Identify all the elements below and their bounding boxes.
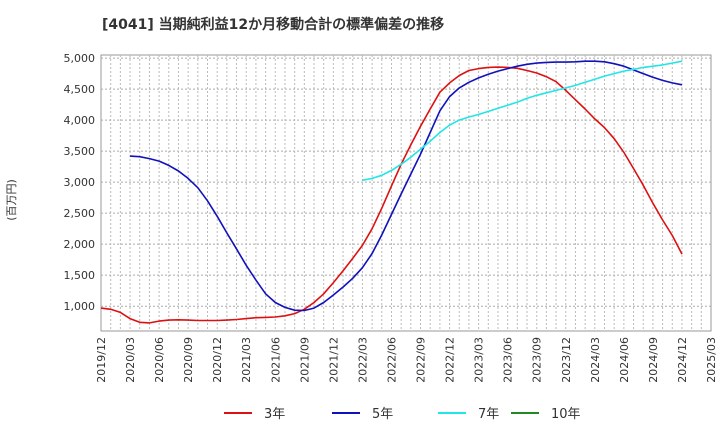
x-tick-label: 2024/12: [676, 337, 689, 383]
series-line-1: [100, 66, 683, 324]
plot-area: [100, 54, 712, 332]
legend-label-4: 10年: [551, 407, 581, 422]
x-tick-label: 2020/12: [211, 337, 224, 383]
y-tick-label: 3,000: [64, 176, 96, 189]
legend-label-1: 3年: [264, 407, 285, 422]
grid-layer: [101, 55, 711, 331]
y-tick-label: 4,500: [64, 83, 96, 96]
legend: 3年 5年 7年 10年: [224, 407, 581, 422]
chart-title: [4041] 当期純利益12か月移動合計の標準偏差の推移: [102, 16, 444, 33]
x-tick-label: 2022/06: [385, 337, 398, 383]
x-tick-label: 2020/09: [182, 337, 195, 383]
x-axis-ticks: 2019/12 2020/03 2020/06 2020/09 2020/12 2021/…: [95, 337, 718, 383]
y-tick-label: 1,500: [64, 269, 96, 282]
x-tick-label: 2022/12: [444, 337, 457, 383]
x-tick-label: 2023/12: [560, 337, 573, 383]
y-tick-label: 1,000: [64, 300, 96, 313]
series-line-2: [129, 60, 683, 312]
x-tick-label: 2021/06: [269, 337, 282, 383]
x-tick-label: 2025/03: [705, 337, 718, 383]
x-tick-label: 2023/09: [531, 337, 544, 383]
series-layer: [100, 60, 683, 324]
x-tick-label: 2020/03: [124, 337, 137, 383]
legend-label-3: 7年: [478, 407, 499, 422]
x-tick-label: 2021/12: [327, 337, 340, 383]
x-tick-label: 2024/06: [618, 337, 631, 383]
x-tick-label: 2023/03: [473, 337, 486, 383]
y-axis-label: (百万円): [5, 179, 18, 221]
series-line-3: [362, 60, 683, 182]
y-axis-ticks: 1,000 1,500 2,000 2,500 3,000 3,500 4,000 4,500…: [64, 52, 96, 313]
x-tick-label: 2019/12: [95, 337, 108, 383]
x-tick-label: 2020/06: [153, 337, 166, 383]
y-tick-label: 2,000: [64, 238, 96, 251]
legend-label-2: 5年: [372, 407, 393, 422]
x-tick-label: 2021/09: [298, 337, 311, 383]
x-tick-label: 2021/03: [240, 337, 253, 383]
x-tick-label: 2022/03: [356, 337, 369, 383]
x-tick-label: 2024/09: [647, 337, 660, 383]
x-tick-label: 2024/03: [589, 337, 602, 383]
y-tick-label: 4,000: [64, 114, 96, 127]
y-tick-label: 5,000: [64, 52, 96, 65]
y-tick-label: 2,500: [64, 207, 96, 220]
y-tick-label: 3,500: [64, 145, 96, 158]
x-tick-label: 2022/09: [415, 337, 428, 383]
x-tick-label: 2023/06: [502, 337, 515, 383]
